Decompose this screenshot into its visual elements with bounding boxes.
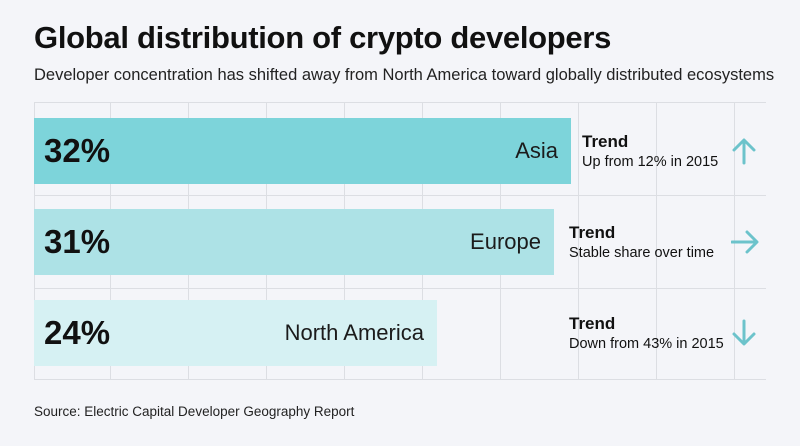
- bar-value-label: 24%: [44, 314, 111, 351]
- bar-asia: 32% Asia: [34, 118, 571, 184]
- category-label: Europe: [470, 229, 541, 254]
- category-label: North America: [284, 320, 424, 345]
- grid-line-horizontal: [34, 102, 766, 103]
- trend-heading: Trend: [582, 132, 629, 151]
- grid-line-vertical: [578, 102, 579, 380]
- grid-line-vertical: [656, 102, 657, 380]
- grid-line-horizontal: [34, 288, 766, 289]
- grid-line-horizontal: [34, 379, 766, 380]
- bar-north-america: 24% North America: [34, 300, 437, 366]
- trend-heading: Trend: [569, 223, 616, 242]
- chart-title: Global distribution of crypto developers: [34, 20, 612, 55]
- trend-callout: Trend Down from 43% in 2015: [569, 314, 724, 354]
- grid-line-horizontal: [34, 195, 766, 196]
- trend-text: Down from 43% in 2015: [569, 336, 724, 352]
- bar-value-label: 31%: [44, 223, 111, 260]
- trend-callout: Trend Stable share over time: [569, 223, 714, 263]
- bar-value-label: 32%: [44, 132, 111, 169]
- category-label: Asia: [515, 138, 558, 163]
- trend-heading: Trend: [569, 314, 616, 333]
- arrow-up-icon: [731, 136, 757, 166]
- bar-europe: 31% Europe: [34, 209, 554, 275]
- chart-subtitle: Developer concentration has shifted away…: [34, 66, 775, 84]
- plot-area: 32% Asia Trend Up from 12% in 2015 31% Europe…: [34, 102, 766, 380]
- arrow-down-icon: [731, 318, 757, 348]
- trend-text: Stable share over time: [569, 245, 715, 261]
- arrow-right-icon: [730, 227, 759, 257]
- source-note: Source: Electric Capital Developer Geogr…: [34, 404, 355, 419]
- trend-text: Up from 12% in 2015: [582, 154, 719, 170]
- trend-callout: Trend Up from 12% in 2015: [582, 132, 718, 172]
